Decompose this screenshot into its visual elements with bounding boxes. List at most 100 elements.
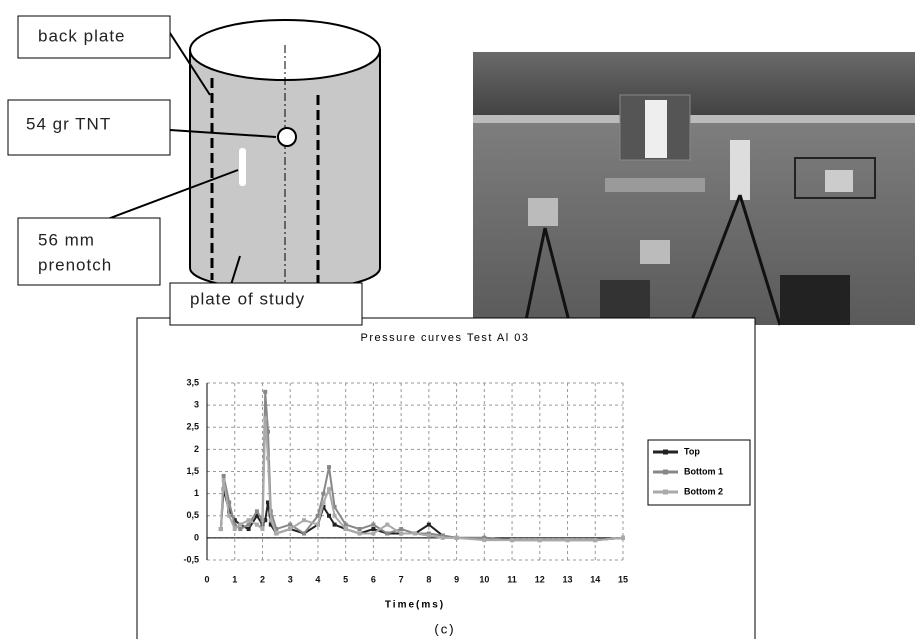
point xyxy=(263,416,268,421)
label-box xyxy=(169,282,363,326)
point xyxy=(565,538,570,543)
label: 56 mm xyxy=(38,230,95,249)
point xyxy=(315,513,320,518)
x-tick-label: 5 xyxy=(343,574,348,584)
x-tick-label: 0 xyxy=(204,574,209,584)
x-axis-label: Time(ms) xyxy=(385,600,445,611)
point xyxy=(246,522,251,527)
point xyxy=(232,527,237,532)
x-tick-label: 7 xyxy=(399,574,404,584)
point xyxy=(221,473,226,478)
point xyxy=(413,531,417,536)
legend-label: Bottom 1 xyxy=(684,466,723,476)
point xyxy=(221,478,226,483)
point xyxy=(332,504,337,509)
point xyxy=(426,533,431,538)
point xyxy=(426,531,431,536)
y-tick-label: 1,5 xyxy=(186,466,199,476)
point xyxy=(238,522,243,527)
point xyxy=(343,522,348,527)
point xyxy=(399,531,404,536)
point xyxy=(321,500,326,505)
point xyxy=(371,527,376,532)
chart-title: Pressure curves Test Al 03 xyxy=(360,332,529,344)
point xyxy=(426,522,431,527)
point xyxy=(302,518,307,523)
point xyxy=(246,518,251,523)
x-tick-label: 1 xyxy=(232,574,237,584)
x-tick-label: 10 xyxy=(479,574,489,584)
point xyxy=(332,522,337,527)
x-tick-label: 15 xyxy=(618,574,628,584)
x-tick-label: 2 xyxy=(260,574,265,584)
point xyxy=(537,538,542,543)
point xyxy=(254,509,259,514)
point xyxy=(399,527,404,532)
point xyxy=(263,518,268,523)
point xyxy=(288,522,293,527)
x-tick-label: 12 xyxy=(535,574,545,584)
point xyxy=(218,527,223,532)
point xyxy=(327,487,332,492)
label: back plate xyxy=(38,26,126,45)
y-tick-label: 0,5 xyxy=(186,510,199,520)
x-tick-label: 14 xyxy=(590,574,600,584)
x-tick-label: 6 xyxy=(371,574,376,584)
point xyxy=(482,535,487,540)
y-tick-label: 1 xyxy=(194,488,199,498)
point xyxy=(232,518,237,523)
point xyxy=(263,389,268,394)
x-tick-label: 3 xyxy=(288,574,293,584)
point xyxy=(371,522,376,527)
point xyxy=(288,527,293,532)
point xyxy=(440,533,445,538)
cylinder-diagram: back plate 54 gr TNT 56 mm prenotch xyxy=(7,15,381,291)
point xyxy=(321,491,326,496)
label: 54 gr TNT xyxy=(26,114,111,133)
point xyxy=(238,527,243,532)
point xyxy=(332,513,337,518)
y-tick-label: 3,5 xyxy=(186,377,199,387)
point xyxy=(327,465,332,470)
point xyxy=(260,527,265,532)
point xyxy=(246,527,251,532)
point xyxy=(454,535,459,540)
legend-label: Bottom 2 xyxy=(684,486,723,496)
point xyxy=(327,513,332,518)
point xyxy=(266,456,271,461)
point xyxy=(440,535,445,540)
point xyxy=(227,500,232,505)
point xyxy=(274,531,279,536)
point xyxy=(621,535,625,540)
point xyxy=(232,522,237,527)
legend-swatch xyxy=(663,469,668,475)
x-tick-label: 13 xyxy=(563,574,573,584)
point xyxy=(254,522,259,527)
point xyxy=(227,513,232,518)
point xyxy=(371,531,376,536)
x-tick-label: 11 xyxy=(507,574,517,584)
y-tick-label: -0,5 xyxy=(183,554,199,564)
point xyxy=(482,538,487,543)
point xyxy=(385,522,390,527)
point xyxy=(593,538,598,543)
legend-swatch xyxy=(663,449,668,455)
photo xyxy=(473,52,915,326)
point xyxy=(268,518,273,523)
point xyxy=(315,522,320,527)
y-tick-label: 2 xyxy=(194,444,199,454)
point xyxy=(268,522,273,527)
x-tick-label: 4 xyxy=(315,574,320,584)
point xyxy=(274,527,279,532)
point xyxy=(266,429,271,434)
caption: (c) xyxy=(434,621,455,636)
x-tick-label: 9 xyxy=(454,574,459,584)
y-tick-label: 3 xyxy=(194,400,199,410)
point xyxy=(357,527,362,532)
x-tick-label: 8 xyxy=(426,574,431,584)
point xyxy=(343,527,348,532)
y-tick-label: 0 xyxy=(194,532,199,542)
point xyxy=(302,531,307,536)
